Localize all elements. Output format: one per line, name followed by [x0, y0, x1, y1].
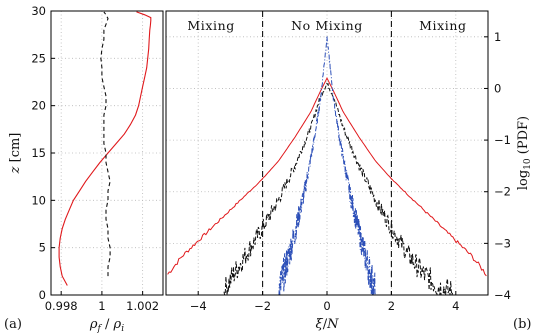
- panel-a-ylabel: z [cm]: [8, 133, 23, 175]
- panel-a-series-line: [58, 11, 152, 286]
- panel-b-xlabel: ξ/N: [316, 317, 340, 332]
- panel-b-ticks: −4 −2 0 2 4 −4 −3 −2 −1 0 1: [190, 30, 511, 313]
- panel-a-grid: [51, 10, 163, 296]
- panel-a-ytick-label: 25: [31, 51, 46, 65]
- panel-a-xtick-label: 1.002: [126, 299, 159, 313]
- panel-a-label: (a): [4, 317, 22, 332]
- panel-b-xtick-label: 4: [452, 299, 459, 313]
- panel-b-xtick-label: 2: [388, 299, 395, 313]
- panel-a-ytick-label: 0: [39, 288, 46, 302]
- panel-b-xtick-label: 0: [323, 299, 330, 313]
- panel-b-ytick-label: −1: [494, 133, 511, 147]
- panel-b-label: (b): [513, 317, 531, 332]
- panel-a-ytick-label: 10: [31, 193, 46, 207]
- panel-b-ytick-label: 1: [494, 30, 501, 44]
- panel-a-xlabel: ρf / ρi: [89, 317, 124, 334]
- panel-b-grid: [166, 11, 488, 296]
- panel-b-xtick-label: −2: [254, 299, 271, 313]
- panel-b-series-line: [167, 76, 487, 277]
- panel-a-ytick-label: 30: [31, 4, 46, 18]
- panel-a-ytick-label: 15: [31, 146, 46, 160]
- panel-a: 0.998 1 1.002 0 5 10 15 20 25 30 z [cm] ρf / ρi (…: [4, 4, 164, 334]
- region-label: No Mixing: [291, 18, 363, 33]
- panel-a-xtick-label: 1: [98, 299, 105, 313]
- panel-b-series-line: [223, 82, 454, 296]
- panel-b-ytick-label: −2: [494, 185, 511, 199]
- panel-b-ylabel: log10 (PDF): [516, 116, 533, 190]
- region-label: Mixing: [419, 18, 467, 33]
- region-label: Mixing: [187, 18, 235, 33]
- panel-b-regions: Mixing No Mixing Mixing: [187, 11, 466, 295]
- panel-b-ytick-label: 0: [494, 81, 501, 95]
- panel-b-series: [167, 36, 487, 296]
- panel-b-ytick-label: −3: [494, 236, 511, 250]
- panel-a-series: [58, 11, 152, 286]
- panel-a-ytick-label: 5: [39, 241, 46, 255]
- panel-a-series-line: [100, 11, 111, 277]
- panel-a-ytick-label: 20: [31, 99, 46, 113]
- panel-b-series-line: [278, 36, 376, 296]
- panel-b-xtick-label: −4: [190, 299, 207, 313]
- panel-a-ticks: 0.998 1 1.002 0 5 10 15 20 25 30: [31, 4, 159, 313]
- panel-b: Mixing No Mixing Mixing −4 −2 0 2 4−4−3−2−101 …: [165, 10, 533, 332]
- panel-b-ytick-label: −4: [494, 288, 511, 302]
- panel-a-xtick-label: 0.998: [45, 299, 78, 313]
